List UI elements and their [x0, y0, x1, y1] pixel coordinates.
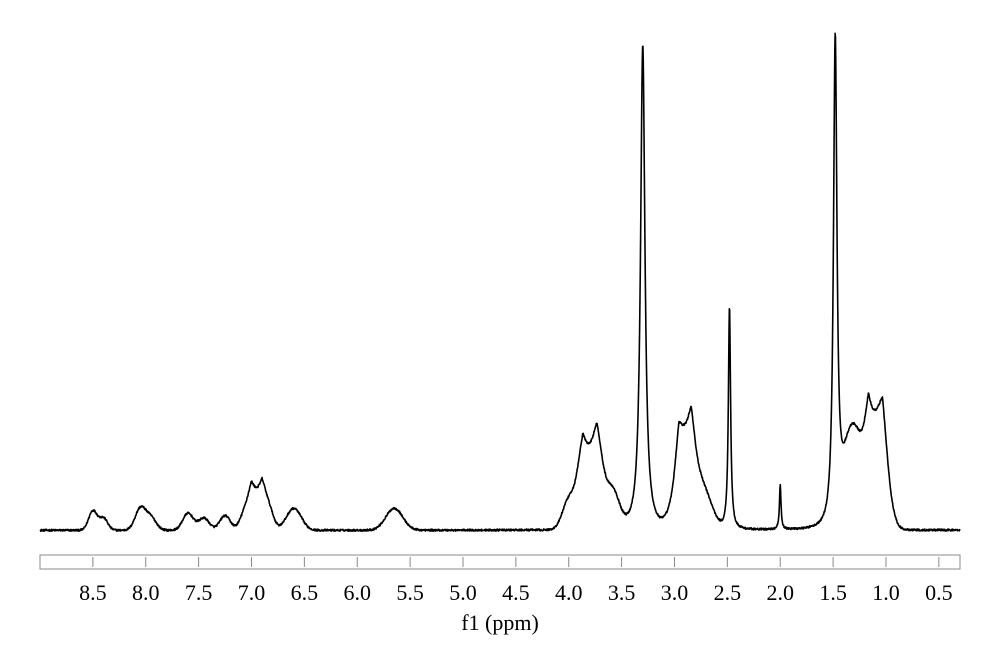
axis-tick-label: 2.5 — [714, 580, 742, 605]
axis-tick-label: 5.5 — [396, 580, 424, 605]
axis-tick-label: 3.5 — [608, 580, 636, 605]
axis-tick-label: 3.0 — [661, 580, 689, 605]
axis-tick-label: 7.5 — [185, 580, 213, 605]
spectrum-trace — [40, 33, 960, 531]
axis-tick-label: 4.0 — [555, 580, 583, 605]
axis-tick-label: 6.0 — [343, 580, 371, 605]
axis-tick-label: 6.5 — [291, 580, 319, 605]
axis-tick-label: 1.5 — [819, 580, 847, 605]
axis-tick-label: 4.5 — [502, 580, 530, 605]
axis-tick-label: 5.0 — [449, 580, 477, 605]
axis-tick-label: 7.0 — [238, 580, 266, 605]
axis-scale-box — [40, 555, 960, 569]
axis-tick-label: 8.5 — [79, 580, 107, 605]
x-axis-label: f1 (ppm) — [461, 610, 539, 635]
axis-tick-label: 2.0 — [766, 580, 794, 605]
nmr-spectrum-chart: 8.5 8.0 7.5 7.0 6.5 6.0 5.5 5.0 4.5 4.0 3.5 3.0 2.5 2… — [0, 0, 1000, 662]
axis-tick-label: 0.5 — [925, 580, 953, 605]
axis-tick-label: 1.0 — [872, 580, 900, 605]
axis-tick-label: 8.0 — [132, 580, 160, 605]
